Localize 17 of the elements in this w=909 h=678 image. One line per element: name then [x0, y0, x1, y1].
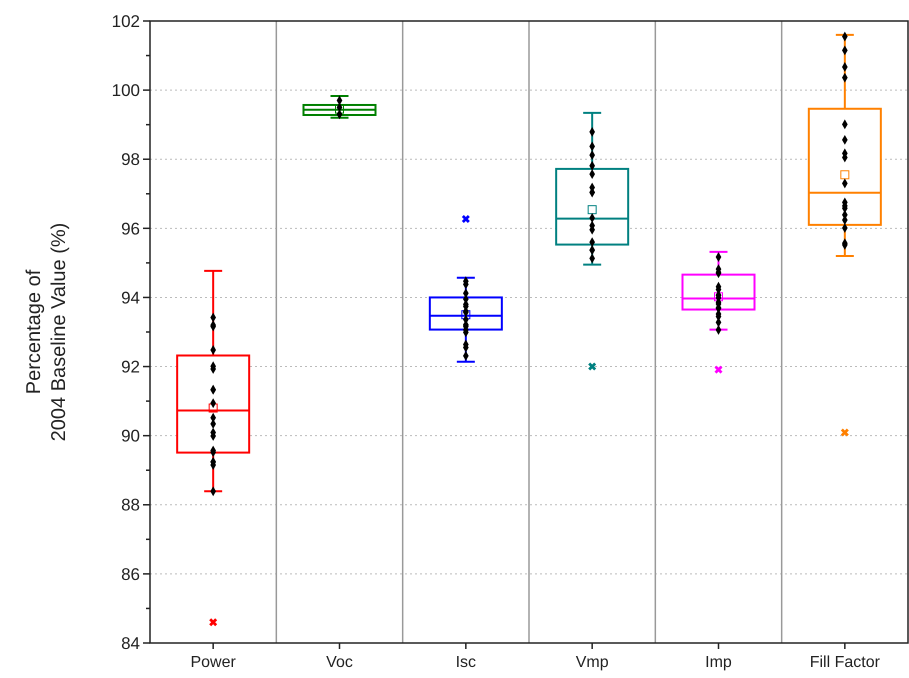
y-tick-label: 84	[121, 634, 140, 653]
y-tick-label: 98	[121, 150, 140, 170]
y-tick-label: 86	[121, 564, 140, 584]
x-tick-label: Imp	[705, 654, 732, 671]
y-axis-title: Percentage of 2004 Baseline Value (%)	[23, 222, 70, 442]
y-tick-label: 96	[121, 219, 140, 238]
y-tick-label: 102	[112, 12, 140, 31]
y-tick-label: 100	[112, 81, 140, 100]
y-tick-label: 90	[121, 426, 140, 446]
x-tick-label: Power	[190, 654, 237, 671]
x-tick-label: Vmp	[576, 654, 609, 671]
x-tick-label: Isc	[456, 654, 476, 671]
y-tick-label: 94	[121, 288, 140, 308]
x-tick-label: Voc	[326, 654, 353, 671]
x-tick-label: Fill Factor	[810, 654, 881, 671]
y-tick-label: 88	[121, 496, 140, 515]
y-tick-label: 92	[121, 358, 140, 377]
